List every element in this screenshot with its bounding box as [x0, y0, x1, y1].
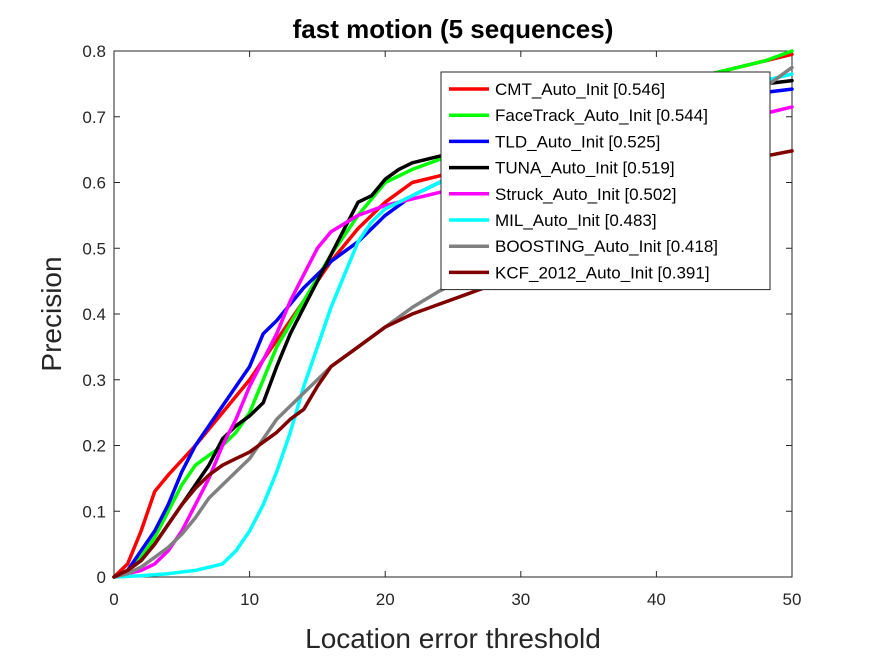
x-axis-label: Location error threshold [305, 623, 601, 654]
x-tick-label: 20 [376, 590, 395, 609]
y-tick-label: 0.8 [82, 42, 106, 61]
legend-entry: TUNA_Auto_Init [0.519] [495, 159, 675, 178]
y-tick-label: 0.1 [82, 502, 106, 521]
legend-entry: FaceTrack_Auto_Init [0.544] [495, 106, 708, 125]
legend: CMT_Auto_Init [0.546] FaceTrack_Auto_Init… [440, 71, 771, 291]
y-axis-label: Precision [36, 256, 67, 371]
legend-entry: KCF_2012_Auto_Init [0.391] [495, 263, 710, 282]
legend-entry: BOOSTING_Auto_Init [0.418] [495, 237, 718, 256]
x-tick-label: 50 [783, 590, 802, 609]
x-tick-label: 0 [109, 590, 118, 609]
legend-entry: MIL_Auto_Init [0.483] [495, 211, 657, 230]
y-tick-label: 0.5 [82, 239, 106, 258]
x-tick-label: 40 [647, 590, 666, 609]
legend-entry: CMT_Auto_Init [0.546] [495, 80, 665, 99]
chart-title: fast motion (5 sequences) [293, 14, 614, 44]
x-tick-label: 30 [511, 590, 530, 609]
y-tick-label: 0 [97, 568, 106, 587]
y-tick-label: 0.7 [82, 108, 106, 127]
legend-entry: TLD_Auto_Init [0.525] [495, 132, 660, 151]
legend-box [440, 71, 771, 291]
y-tick-label: 0.4 [82, 305, 106, 324]
y-tick-label: 0.3 [82, 371, 106, 390]
y-tick-label: 0.6 [82, 174, 106, 193]
axis-ticks: 0 10 20 30 40 50 0 0.1 0.2 0.3 0.4 0.5 0.6 0.7 0.8 [82, 42, 801, 609]
y-tick-label: 0.2 [82, 437, 106, 456]
x-tick-label: 10 [240, 590, 259, 609]
legend-entry: Struck_Auto_Init [0.502] [495, 185, 676, 204]
